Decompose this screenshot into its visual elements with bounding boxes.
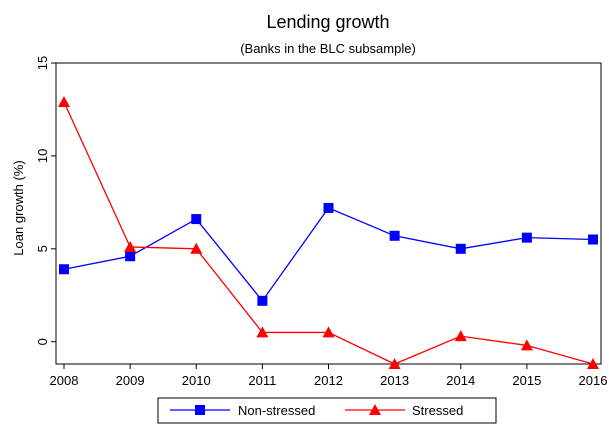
data-point-stressed [190,242,203,254]
x-tick-label: 2012 [314,373,343,388]
data-point-non-stressed [323,202,334,213]
legend-marker-non-stressed [195,405,205,415]
data-point-non-stressed [257,295,268,306]
data-point-stressed [58,96,70,108]
series-line-stressed [63,101,594,365]
legend-label-non-stressed: Non-stressed [238,403,315,418]
data-point-non-stressed [389,230,400,241]
legend-marker-stressed [369,404,381,415]
data-point-non-stressed [455,243,466,254]
chart-title: Lending growth [266,12,389,32]
y-axis: 0 5 10 15 [35,56,56,345]
plot-frame [55,62,602,365]
x-axis: 2008 2009 2010 2011 2012 2013 2014 2015 2016 [50,364,608,388]
y-tick-label: 10 [35,149,50,163]
x-tick-label: 2011 [248,373,276,388]
series-line-non-stressed [63,207,594,302]
x-tick-label: 2008 [50,373,79,388]
x-tick-label: 2016 [579,373,608,388]
x-tick-label: 2010 [182,373,211,388]
x-tick-label: 2013 [380,373,409,388]
legend: Non-stressed Stressed [157,397,497,424]
data-point-stressed [454,330,467,342]
y-tick-label: 15 [35,56,50,70]
x-tick-label: 2009 [116,373,145,388]
data-point-stressed [520,339,533,351]
x-tick-label: 2014 [446,373,475,388]
data-point-stressed [587,358,599,369]
x-tick-label: 2015 [512,373,541,388]
chart-subtitle: (Banks in the BLC subsample) [240,41,416,56]
data-point-stressed [124,240,137,252]
y-tick-label: 5 [35,245,50,252]
y-tick-label: 0 [35,338,50,345]
legend-label-stressed: Stressed [412,403,463,418]
data-point-non-stressed [521,232,532,243]
y-axis-title: Loan growth (%) [11,160,26,255]
data-point-non-stressed [588,234,598,245]
data-point-non-stressed [59,264,69,275]
data-point-stressed [256,326,269,338]
data-point-stressed [388,358,401,369]
series-layer [58,96,599,369]
data-point-non-stressed [125,251,136,262]
data-point-stressed [322,326,335,338]
data-point-non-stressed [191,214,202,225]
